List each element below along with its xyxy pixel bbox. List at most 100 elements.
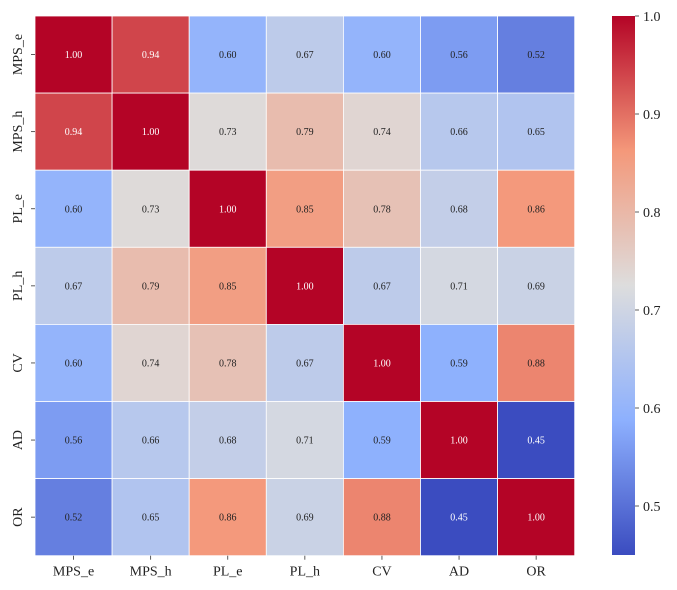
cell-value-label: 0.79 (142, 281, 160, 292)
heatmap-cell-MPS_e-MPS_h (111, 15, 190, 94)
cell-value-label: 0.60 (219, 50, 237, 61)
cell-value-label: 0.59 (450, 358, 468, 369)
colorbar-gradient (612, 16, 635, 555)
cell-value-label: 1.00 (296, 281, 314, 292)
heatmap-cell-CV-MPS_e (34, 323, 113, 402)
cell-value-label: 0.71 (296, 436, 314, 447)
heatmap-cell-AD-MPS_e (34, 401, 113, 479)
heatmap-cell-PL_e-MPS_e (34, 169, 113, 248)
heatmap-cell-PL_e-MPS_h (111, 169, 190, 248)
cell-value-label: 0.65 (527, 127, 545, 138)
y-tick-label-PL_e: PL_e (11, 194, 26, 224)
heatmap-cell-MPS_h-CV (342, 92, 421, 171)
heatmap-cell-MPS_h-AD (420, 92, 498, 171)
cell-value-label: 0.67 (373, 281, 391, 292)
heatmap-cell-MPS_e-PL_h (265, 15, 344, 94)
cell-value-label: 0.65 (142, 513, 160, 524)
heatmap-cell-OR-CV (342, 478, 421, 557)
cell-value-label: 0.60 (373, 50, 391, 61)
cell-value-label: 1.00 (373, 358, 391, 369)
cell-value-label: 0.45 (527, 436, 545, 447)
heatmap-cell-PL_e-PL_h (265, 169, 344, 248)
heatmap-cell-AD-PL_e (188, 401, 267, 479)
y-tick-label-MPS_h: MPS_h (11, 111, 26, 153)
cell-value-label: 0.67 (296, 50, 314, 61)
heatmap-cell-PL_e-CV (342, 169, 421, 248)
colorbar-tick-label: 1.0 (643, 10, 661, 25)
y-tick-label-MPS_e: MPS_e (11, 34, 26, 75)
heatmap-cells (34, 15, 576, 557)
cell-value-label: 0.60 (65, 358, 83, 369)
cell-value-label: 0.45 (450, 513, 468, 524)
cell-value-label: 1.00 (65, 50, 83, 61)
y-tick-label-CV: CV (11, 353, 26, 372)
heatmap-cell-OR-OR (497, 478, 576, 557)
heatmap-cell-AD-OR (497, 401, 576, 479)
colorbar-tick-label: 0.9 (643, 108, 661, 123)
cell-value-label: 0.88 (527, 358, 545, 369)
x-tick-label-MPS_e: MPS_e (53, 565, 94, 580)
cell-value-label: 0.71 (450, 281, 468, 292)
heatmap-cell-PL_h-OR (497, 246, 576, 325)
heatmap-cell-MPS_h-PL_e (188, 92, 267, 171)
colorbar-tick-label: 0.8 (643, 206, 661, 221)
heatmap-cell-AD-PL_h (265, 401, 344, 479)
heatmap-cell-MPS_e-MPS_e (34, 15, 113, 94)
heatmap-cell-PL_h-MPS_e (34, 246, 113, 325)
heatmap-cell-labels: 1.00 0.94 0.60 0.67 0.60 0.56 0.52 0.94 1.00 0.73… (65, 50, 545, 524)
colorbar-tick-label: 0.5 (643, 500, 661, 515)
heatmap-cell-PL_e-OR (497, 169, 576, 248)
x-tick-label-PL_h: PL_h (290, 565, 320, 580)
cell-value-label: 0.52 (65, 513, 83, 524)
heatmap-cell-PL_e-AD (420, 169, 498, 248)
cell-value-label: 0.67 (296, 358, 314, 369)
x-tick-label-AD: AD (449, 565, 469, 580)
cell-value-label: 0.85 (219, 281, 237, 292)
heatmap-cell-CV-OR (497, 323, 576, 402)
heatmap-cell-MPS_e-AD (420, 15, 498, 94)
cell-value-label: 0.74 (373, 127, 391, 138)
cell-value-label: 0.73 (142, 204, 160, 215)
x-tick-label-PL_e: PL_e (213, 565, 243, 580)
colorbar-tick-label: 0.6 (643, 402, 661, 417)
heatmap-cell-MPS_h-OR (497, 92, 576, 171)
heatmap-cell-PL_h-AD (420, 246, 498, 325)
heatmap-cell-AD-MPS_h (111, 401, 190, 479)
cell-value-label: 0.85 (296, 204, 314, 215)
cell-value-label: 1.00 (142, 127, 160, 138)
y-tick-label-PL_h: PL_h (11, 271, 26, 301)
heatmap-cell-OR-MPS_e (34, 478, 113, 557)
cell-value-label: 0.56 (65, 436, 83, 447)
heatmap-cell-MPS_e-PL_e (188, 15, 267, 94)
cell-value-label: 0.73 (219, 127, 237, 138)
heatmap-cell-PL_e-PL_e (188, 169, 267, 248)
x-tick-label-MPS_h: MPS_h (130, 565, 172, 580)
cell-value-label: 0.79 (296, 127, 314, 138)
colorbar-tick-label: 0.7 (643, 304, 661, 319)
heatmap-cell-OR-AD (420, 478, 498, 557)
cell-value-label: 0.59 (373, 436, 391, 447)
heatmap-cell-PL_h-MPS_h (111, 246, 190, 325)
cell-value-label: 0.56 (450, 50, 468, 61)
cell-value-label: 0.78 (219, 358, 237, 369)
cell-value-label: 0.78 (373, 204, 391, 215)
x-tick-label-OR: OR (526, 565, 546, 580)
heatmap-cell-AD-CV (342, 401, 421, 479)
cell-value-label: 0.67 (65, 281, 83, 292)
cell-value-label: 1.00 (527, 513, 545, 524)
cell-value-label: 0.94 (65, 127, 83, 138)
cell-value-label: 0.86 (527, 204, 545, 215)
cell-value-label: 0.69 (527, 281, 545, 292)
heatmap-cell-OR-PL_e (188, 478, 267, 557)
cell-value-label: 0.66 (450, 127, 468, 138)
colorbar: 0.5 0.6 0.7 0.8 0.9 1.0 (612, 10, 661, 555)
heatmap-cell-CV-PL_e (188, 323, 267, 402)
y-axis: MPS_e MPS_h PL_e PL_h CV AD OR (11, 34, 35, 527)
cell-value-label: 0.68 (450, 204, 468, 215)
y-tick-label-AD: AD (11, 430, 26, 450)
cell-value-label: 0.74 (142, 358, 160, 369)
cell-value-label: 0.66 (142, 436, 160, 447)
cell-value-label: 0.69 (296, 513, 314, 524)
cell-value-label: 0.88 (373, 513, 391, 524)
